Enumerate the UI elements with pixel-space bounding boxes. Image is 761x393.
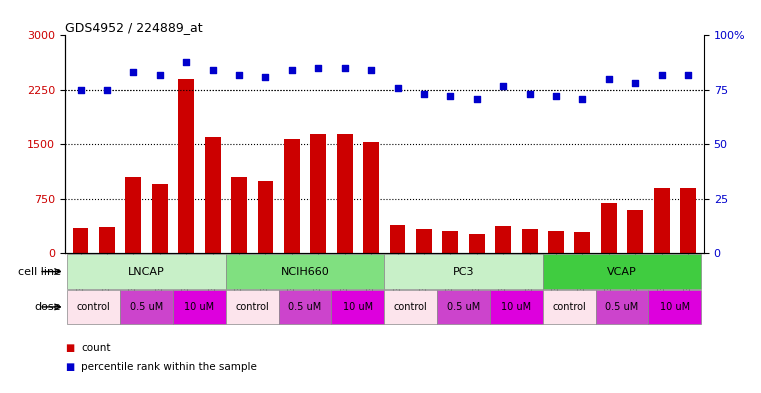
Bar — [627, 210, 643, 253]
Bar — [416, 230, 431, 253]
Text: 10 uM: 10 uM — [342, 302, 373, 312]
Bar — [390, 225, 406, 253]
Point — [101, 87, 113, 93]
Bar — [596, 290, 648, 324]
Point — [444, 93, 457, 99]
Point — [339, 65, 351, 71]
Bar — [495, 226, 511, 253]
Text: ■: ■ — [65, 362, 74, 373]
Bar — [384, 254, 543, 289]
Bar — [279, 290, 332, 324]
Bar — [575, 232, 591, 253]
Bar — [384, 290, 437, 324]
Bar — [654, 188, 670, 253]
Point — [524, 91, 536, 97]
Bar — [648, 290, 702, 324]
Point — [576, 95, 588, 102]
Point — [470, 95, 482, 102]
Bar — [337, 134, 352, 253]
Text: 10 uM: 10 uM — [184, 302, 215, 312]
Text: control: control — [394, 302, 428, 312]
Text: PC3: PC3 — [453, 266, 474, 277]
Point — [75, 87, 87, 93]
Bar — [67, 254, 226, 289]
Bar — [178, 79, 194, 253]
Text: VCAP: VCAP — [607, 266, 637, 277]
Bar — [226, 290, 279, 324]
Text: 10 uM: 10 uM — [660, 302, 690, 312]
Bar — [437, 290, 490, 324]
Bar — [120, 290, 173, 324]
Text: ■: ■ — [65, 343, 74, 353]
Text: control: control — [552, 302, 586, 312]
Bar — [226, 254, 384, 289]
Text: control: control — [235, 302, 269, 312]
Bar — [126, 177, 142, 253]
Bar — [490, 290, 543, 324]
Point — [154, 72, 166, 78]
Point — [233, 72, 245, 78]
Text: 0.5 uM: 0.5 uM — [447, 302, 480, 312]
Bar — [442, 231, 458, 253]
Bar — [310, 134, 326, 253]
Text: 0.5 uM: 0.5 uM — [130, 302, 163, 312]
Bar — [601, 203, 616, 253]
Point — [391, 84, 403, 91]
Point — [497, 83, 509, 89]
Bar — [284, 139, 300, 253]
Bar — [152, 184, 167, 253]
Point — [260, 73, 272, 80]
Text: percentile rank within the sample: percentile rank within the sample — [81, 362, 257, 373]
Text: 10 uM: 10 uM — [501, 302, 531, 312]
Point — [629, 80, 642, 86]
Bar — [72, 228, 88, 253]
Bar — [173, 290, 226, 324]
Point — [603, 76, 615, 82]
Point — [550, 93, 562, 99]
Bar — [257, 181, 273, 253]
Bar — [543, 290, 596, 324]
Bar — [543, 254, 702, 289]
Text: control: control — [77, 302, 110, 312]
Text: cell line: cell line — [18, 266, 61, 277]
Bar — [332, 290, 384, 324]
Text: 0.5 uM: 0.5 uM — [288, 302, 322, 312]
Point — [206, 67, 218, 73]
Text: NCIH660: NCIH660 — [281, 266, 330, 277]
Point — [286, 67, 298, 73]
Text: GDS4952 / 224889_at: GDS4952 / 224889_at — [65, 21, 202, 34]
Point — [655, 72, 667, 78]
Point — [365, 67, 377, 73]
Bar — [205, 137, 221, 253]
Text: 0.5 uM: 0.5 uM — [606, 302, 638, 312]
Text: LNCAP: LNCAP — [128, 266, 165, 277]
Text: dose: dose — [34, 302, 61, 312]
Bar — [231, 177, 247, 253]
Point — [418, 91, 430, 97]
Bar — [548, 231, 564, 253]
Point — [127, 69, 139, 75]
Bar — [363, 141, 379, 253]
Bar — [469, 234, 485, 253]
Text: count: count — [81, 343, 111, 353]
Point — [682, 72, 694, 78]
Point — [180, 59, 193, 65]
Bar — [67, 290, 120, 324]
Point — [312, 65, 324, 71]
Bar — [680, 188, 696, 253]
Bar — [521, 230, 537, 253]
Bar — [99, 227, 115, 253]
